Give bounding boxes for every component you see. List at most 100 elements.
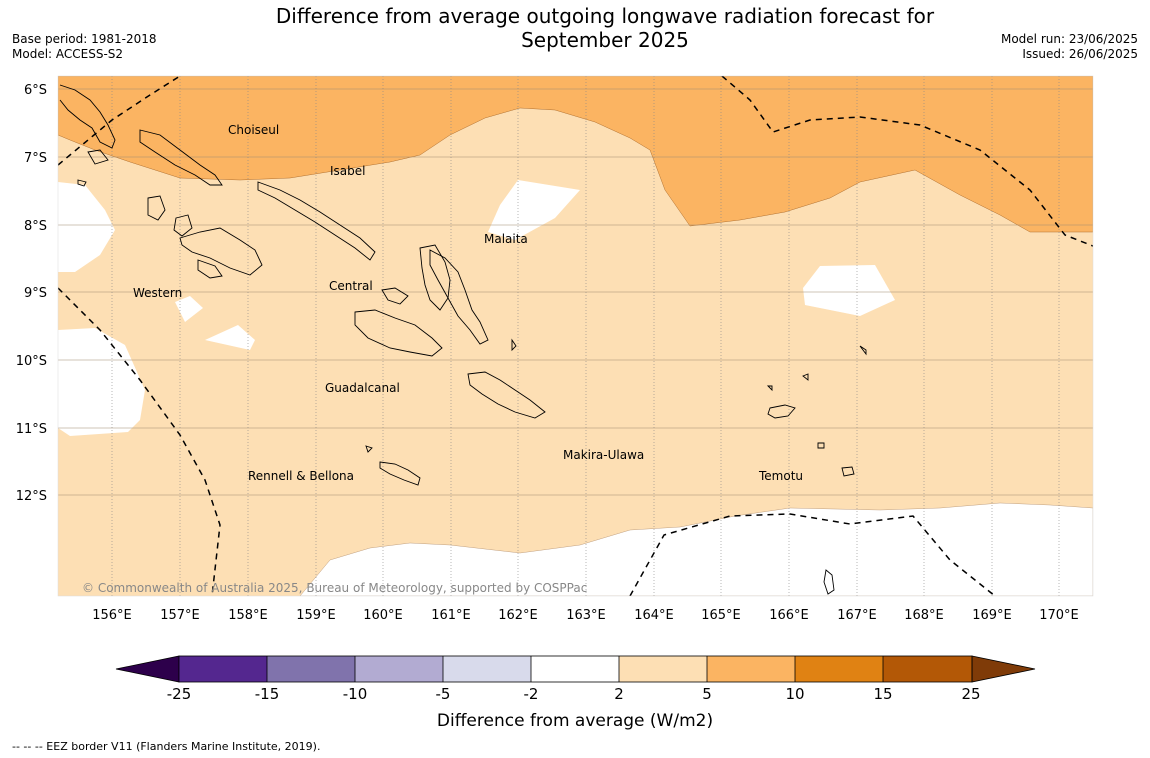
colorbar-seg <box>443 656 531 682</box>
label-rennell-bellona: Rennell & Bellona <box>248 469 354 483</box>
lon-tick: 156°E <box>92 608 132 623</box>
eez-border-northwest <box>58 76 181 166</box>
map-frame <box>57 75 1094 597</box>
lon-tick: 164°E <box>634 608 674 623</box>
coastlines <box>59 84 867 595</box>
lon-tick: 163°E <box>566 608 606 623</box>
label-central: Central <box>329 279 373 293</box>
lon-tick: 167°E <box>837 608 877 623</box>
meta-left: Base period: 1981-2018 Model: ACCESS-S2 <box>12 32 157 62</box>
colorbar-tick: -25 <box>167 685 192 703</box>
island-duff <box>766 385 773 392</box>
island-small-nw <box>77 179 87 187</box>
eez-footnote: -- -- -- EEZ border V11 (Flanders Marine… <box>12 740 321 753</box>
label-malaita: Malaita <box>484 232 528 246</box>
issued-date: Issued: 26/06/2025 <box>1022 47 1138 61</box>
island-vangunu <box>197 259 223 279</box>
region-labels: Choiseul Isabel Malaita Western Central … <box>133 123 803 483</box>
lon-tick: 158°E <box>228 608 268 623</box>
island-vella <box>147 195 166 221</box>
island-tikopia <box>823 569 835 595</box>
lon-tick-labels: 156°E 157°E 158°E 159°E 160°E 161°E 162°… <box>92 608 1079 623</box>
colorbar-tick: 25 <box>961 685 980 703</box>
island-florida <box>419 244 451 311</box>
lon-tick: 159°E <box>296 608 336 623</box>
eez-border-south <box>629 513 996 596</box>
copyright-notice: © Commonwealth of Australia 2025, Bureau… <box>82 581 587 595</box>
island-choiseul <box>139 129 223 186</box>
colorbar-under-arrow <box>115 655 180 683</box>
lat-tick-labels: 6°S 7°S 8°S 9°S 10°S 11°S 12°S <box>16 83 47 504</box>
label-guadalcanal: Guadalcanal <box>325 381 400 395</box>
island-bougainville-south <box>87 149 109 165</box>
island-malaita <box>429 249 489 345</box>
neutral-pocket-small-1 <box>175 296 203 322</box>
neutral-pocket-west-2 <box>58 328 145 436</box>
lat-tick: 9°S <box>24 286 47 301</box>
meta-right: Model run: 23/06/2025 Issued: 26/06/2025 <box>1001 32 1138 62</box>
lat-tick: 12°S <box>16 489 47 504</box>
island-makira <box>467 371 546 419</box>
island-newgeorgia <box>179 227 263 276</box>
island-utupua <box>817 442 825 449</box>
island-rennell <box>379 461 421 486</box>
colorbar-tick: 2 <box>614 685 624 703</box>
model-run: Model run: 23/06/2025 <box>1000 32 1138 46</box>
island-santacruz <box>767 404 796 419</box>
lat-tick: 6°S <box>24 83 47 98</box>
lon-tick: 160°E <box>363 608 403 623</box>
lon-tick: 162°E <box>498 608 538 623</box>
label-western: Western <box>133 286 182 300</box>
island-vanikoro <box>841 466 855 477</box>
island-bellona <box>365 445 373 453</box>
colorbar-tick: -10 <box>343 685 368 703</box>
gridlines <box>58 76 1093 596</box>
lat-tick: 11°S <box>16 422 47 437</box>
island-russells <box>381 287 409 305</box>
colorbar-tick-labels: -25 -15 -10 -5 -2 2 5 10 15 25 <box>167 685 981 703</box>
label-temotu: Temotu <box>758 469 803 483</box>
colorbar-seg <box>619 656 707 682</box>
lat-gridlines <box>58 88 1093 496</box>
island-reefs <box>802 373 809 381</box>
lon-tick: 165°E <box>701 608 741 623</box>
eez-borders <box>58 76 1093 596</box>
colorbar-over-arrow <box>971 655 1036 683</box>
label-choiseul: Choiseul <box>228 123 279 137</box>
island-kolombangara <box>173 214 193 237</box>
lat-tick: 10°S <box>16 354 47 369</box>
island-isabel <box>257 181 376 261</box>
colorbar-tick: 15 <box>873 685 892 703</box>
colorbar-tick: 5 <box>702 685 712 703</box>
lon-tick: 157°E <box>160 608 200 623</box>
colorbar-seg <box>883 656 972 682</box>
label-isabel: Isabel <box>330 164 365 178</box>
island-anuta <box>859 345 867 356</box>
colorbar-seg <box>795 656 883 682</box>
colorbar-seg <box>267 656 355 682</box>
lon-tick: 161°E <box>431 608 471 623</box>
colorbar: -25 -15 -10 -5 -2 2 5 10 15 25 Differenc… <box>115 655 1036 731</box>
lat-tick: 8°S <box>24 219 47 234</box>
island-ulawa <box>511 338 517 352</box>
band-neutral-south <box>299 502 1093 596</box>
colorbar-seg <box>707 656 795 682</box>
label-makira-ulawa: Makira-Ulawa <box>563 448 644 462</box>
island-bougainville <box>59 84 116 149</box>
island-guadalcanal <box>354 309 443 357</box>
lon-tick: 168°E <box>904 608 944 623</box>
lon-tick: 166°E <box>769 608 809 623</box>
chart-title: Difference from average outgoing longwav… <box>275 4 935 52</box>
colorbar-label: Difference from average (W/m2) <box>437 711 713 731</box>
colorbar-tick: 10 <box>785 685 804 703</box>
eez-border-north <box>721 76 1093 247</box>
neutral-pocket-east <box>803 265 895 316</box>
neutral-pocket-west-1 <box>58 182 115 272</box>
colorbar-tick: -5 <box>436 685 451 703</box>
model-name: Model: ACCESS-S2 <box>12 47 124 61</box>
colorbar-frame <box>178 655 973 683</box>
colorbar-seg <box>355 656 443 682</box>
map-panel: Choiseul Isabel Malaita Western Central … <box>58 76 1093 596</box>
lon-tick: 170°E <box>1039 608 1079 623</box>
